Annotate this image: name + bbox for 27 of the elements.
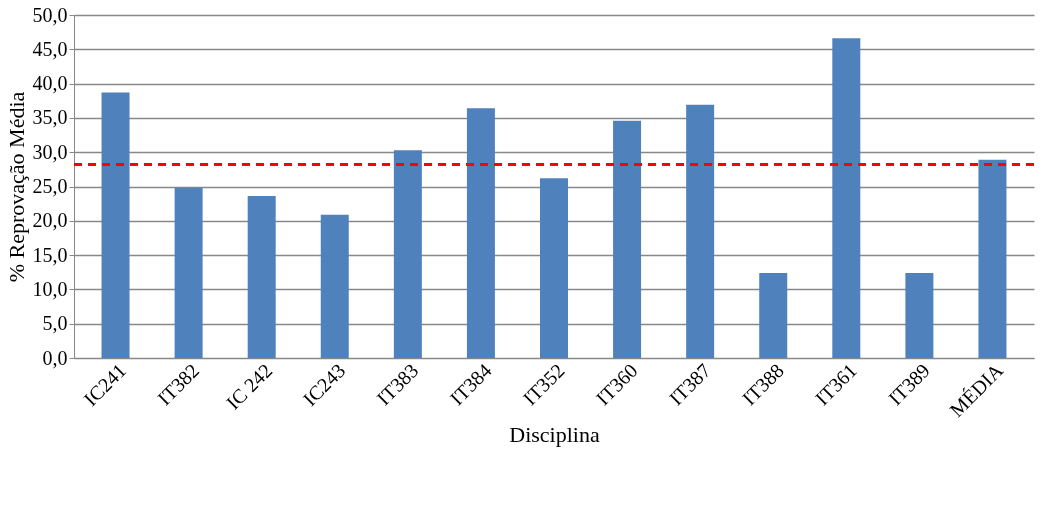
y-tick-label: 35,0 [32,106,68,129]
bar [320,214,349,358]
y-tick-label: 10,0 [32,277,68,300]
y-tick-label: 5,0 [42,312,68,335]
bar [247,196,276,358]
bar [686,104,715,358]
bar [978,159,1007,358]
bar [466,108,495,358]
y-tick-label: 45,0 [32,37,68,60]
x-axis-title: Disciplina [509,421,600,447]
y-tick-label: 50,0 [32,3,68,26]
bar [393,150,422,358]
y-tick-label: 25,0 [32,175,68,197]
y-tick-label: 40,0 [32,72,68,95]
bar [905,272,934,358]
bar [759,272,788,358]
y-tick-label: 20,0 [32,209,68,232]
bar [101,92,130,358]
y-axis-title: % Reprovação Média [3,91,29,283]
y-tick-label: 0,0 [42,346,68,369]
y-tick-label: 15,0 [32,243,68,266]
bar [540,178,568,358]
bar [613,120,642,358]
bar [174,187,203,358]
bar [832,38,861,358]
y-tick-label: 30,0 [32,140,68,163]
x-tick-label: IC 242 [221,359,277,414]
